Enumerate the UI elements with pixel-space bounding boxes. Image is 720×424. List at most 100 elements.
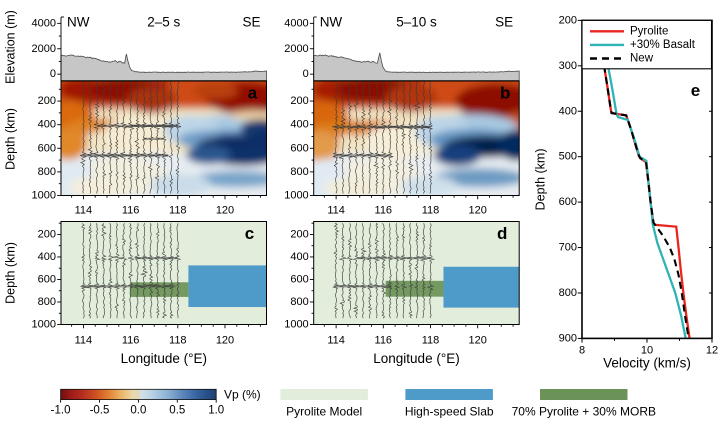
seismic-trace [379, 223, 387, 319]
panel-c-depth-tick-label: 200 [38, 228, 56, 240]
panel-b-depth-tick-label: 400 [290, 119, 308, 131]
panel-e-legend [581, 19, 713, 70]
seismic-trace [100, 81, 108, 194]
seismic-trace [160, 81, 169, 194]
chart-render-layer [57, 16, 713, 403]
panel-a-se-label: SE [242, 15, 260, 30]
seismic-trace [92, 81, 102, 194]
panel-a-topography [60, 53, 267, 81]
legend-swatch-1 [405, 389, 493, 400]
seismic-trace [152, 223, 162, 319]
panel-d-depth-tick-label: 600 [290, 274, 308, 286]
panel-d-lon-tick-label: 120 [469, 335, 487, 347]
seismic-trace [359, 223, 367, 319]
panel-d-depth-tick-label: 200 [290, 228, 308, 240]
seismic-trace [386, 223, 394, 319]
legend-swatch-2 [540, 389, 628, 400]
panel-c-lon-tick-label: 114 [75, 335, 93, 347]
seismic-trace [86, 223, 94, 319]
panel-a-depth-tick-label: 800 [38, 166, 56, 178]
panel-b-letter: b [500, 84, 510, 103]
panel-e-depth-tick-label: 700 [559, 242, 577, 254]
panel-e-vel-tick-label: 12 [706, 345, 718, 357]
seismic-trace [106, 81, 115, 194]
panel-d-lon-tick-label: 114 [327, 335, 345, 347]
panel-e-depth-tick-label: 500 [559, 151, 577, 163]
panel-b-elev-tick-label: 4000 [284, 17, 308, 29]
seismic-trace [119, 81, 128, 194]
axis-ticks-b [309, 88, 514, 200]
panel-b-lon-tick-label: 116 [375, 205, 393, 217]
panel-d-lon-tick-label: 116 [375, 335, 393, 347]
seismic-trace [406, 223, 414, 319]
seismic-trace [420, 81, 428, 194]
seismic-trace [153, 81, 162, 194]
chart-text-layer: Elevation (m) Depth (km) Depth (km) Dept… [4, 10, 719, 418]
axis-ticks-a [57, 88, 261, 200]
colorbar-tick-label: -0.5 [90, 405, 110, 417]
panel-e-curves [594, 20, 691, 339]
panel-d-lon-tick-label: 118 [422, 335, 440, 347]
panel-c-lon-tick-label: 118 [169, 335, 187, 347]
anomaly-blob [455, 83, 520, 120]
seismic-trace [393, 223, 401, 319]
seismic-trace [412, 81, 421, 194]
seismic-trace [426, 223, 435, 319]
colorbar-tick-label: 0.5 [169, 405, 185, 417]
seismic-trace [160, 223, 170, 319]
anomaly-blob [385, 84, 438, 112]
seismic-trace [146, 81, 156, 194]
seismic-trace [120, 223, 128, 319]
seismic-trace [79, 223, 88, 319]
colorbar-tick-label: -1.0 [51, 405, 71, 417]
panel-a-elev-tick-label: 2000 [32, 43, 56, 55]
seismic-trace [99, 223, 107, 319]
panel-e-depth-tick-label: 600 [559, 196, 577, 208]
panel-e-legend-label: Pyrolite [630, 25, 668, 37]
panel-c-border [60, 221, 267, 325]
panel-b-se-label: SE [495, 15, 513, 30]
seismic-trace [332, 81, 341, 194]
seismic-trace [365, 223, 374, 319]
series-New [594, 20, 690, 339]
depth-axis-title-e: Depth (km) [534, 148, 548, 210]
panel-d-xlabel: Longitude (°E) [373, 351, 459, 366]
panel-a-elev-tick-label: 4000 [32, 17, 56, 29]
seismic-trace [378, 81, 388, 194]
anomaly-blob [149, 173, 211, 196]
seismic-trace [371, 81, 381, 194]
panel-b-traces [332, 81, 434, 194]
seismic-trace [79, 81, 87, 194]
panel-a-depth-tick-label: 600 [38, 142, 56, 154]
panel-d-traces [332, 222, 435, 319]
colorbar-tick-label: 0.0 [130, 405, 146, 417]
anomaly-blob [434, 144, 482, 166]
seismic-trace [113, 223, 123, 319]
panel-a-period-label: 2–5 s [147, 15, 180, 30]
panel-a-lon-tick-label: 116 [122, 205, 140, 217]
panel-e-depth-tick-label: 400 [559, 105, 577, 117]
seismic-trace [372, 222, 381, 319]
panel-c-depth-tick-label: 400 [38, 251, 56, 263]
series-+30% Basalt [598, 20, 687, 339]
panel-e-vel-tick-label: 10 [641, 345, 653, 357]
panel-c-slab-rect [188, 265, 267, 308]
seismic-trace [167, 223, 174, 319]
panel-b-elev-tick-label: 0 [303, 68, 309, 80]
colorbar-tick-label: 1.0 [208, 405, 224, 417]
anomaly-blob [193, 170, 267, 188]
seismic-trace [386, 81, 394, 194]
seismic-trace [339, 223, 348, 319]
anomaly-blob [193, 82, 238, 100]
seismic-trace [166, 81, 174, 194]
panel-a-elev-axis [57, 16, 64, 81]
elevation-axis-title: Elevation (m) [4, 10, 18, 84]
anomaly-blob [229, 109, 267, 121]
legend-item-label: High-speed Slab [405, 405, 494, 419]
anomaly-blob [186, 145, 231, 165]
seismic-trace [94, 223, 101, 319]
seismic-trace [399, 81, 407, 194]
seismic-trace [419, 223, 428, 319]
panel-c-lon-tick-label: 120 [216, 335, 234, 347]
